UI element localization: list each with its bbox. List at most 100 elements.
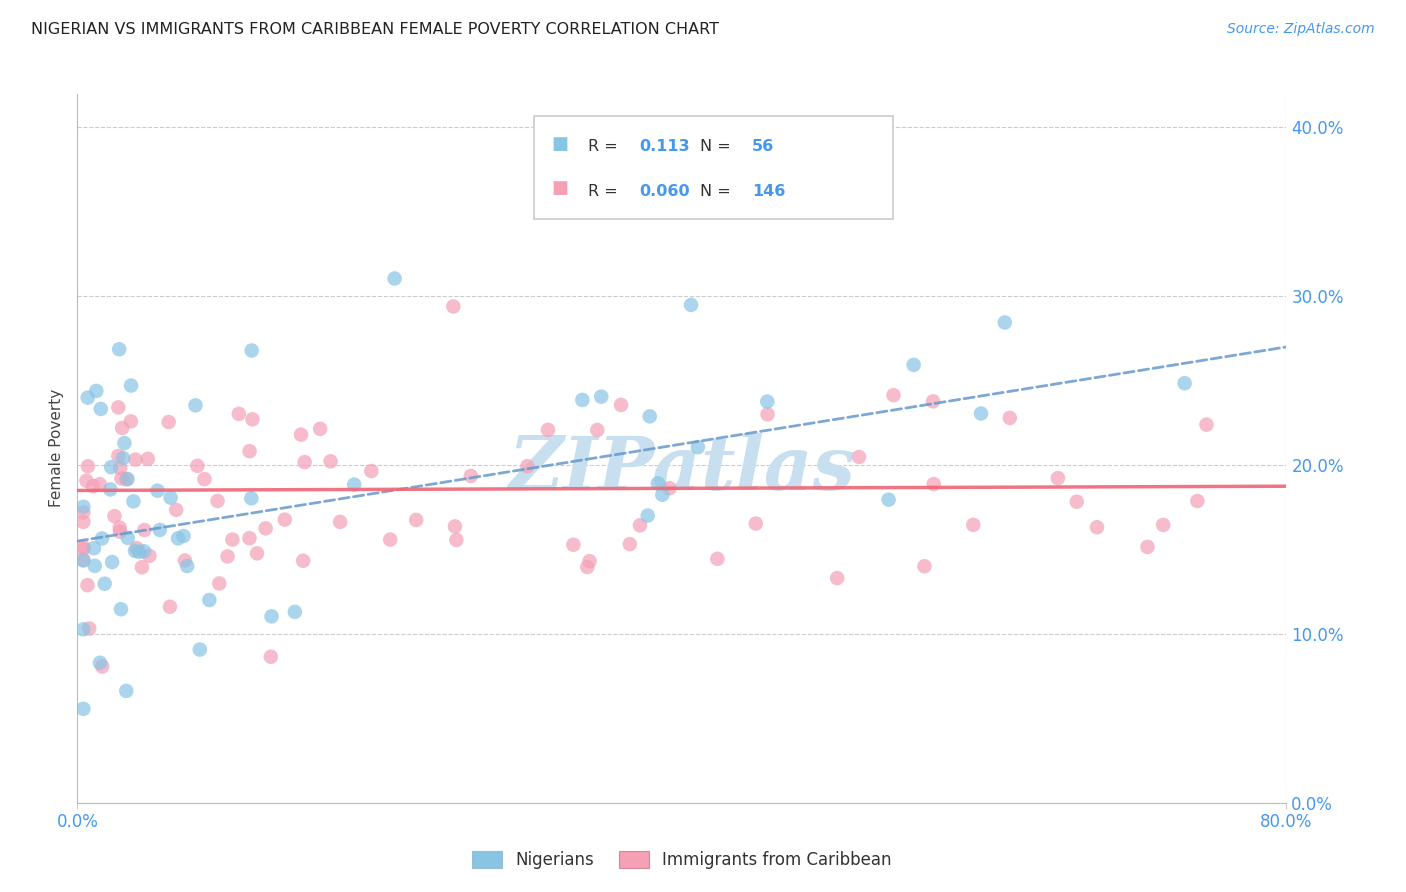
Nigerians [72, 623, 94, 637]
Immigrants from Caribbean [537, 423, 560, 437]
Nigerians [76, 391, 98, 405]
Immigrants from Caribbean [107, 401, 129, 415]
Immigrants from Caribbean [1066, 494, 1088, 508]
Y-axis label: Female Poverty: Female Poverty [49, 389, 65, 508]
Immigrants from Caribbean [329, 515, 352, 529]
Immigrants from Caribbean [998, 411, 1021, 425]
Text: R =: R = [588, 139, 617, 154]
Nigerians [146, 483, 169, 498]
Nigerians [72, 702, 94, 716]
Text: ■: ■ [551, 135, 568, 153]
Text: N =: N = [700, 139, 731, 154]
Immigrants from Caribbean [72, 552, 94, 566]
Immigrants from Caribbean [107, 449, 129, 463]
Immigrants from Caribbean [260, 649, 283, 664]
Nigerians [637, 508, 659, 523]
Immigrants from Caribbean [274, 513, 297, 527]
Nigerians [1174, 376, 1197, 391]
Immigrants from Caribbean [76, 578, 98, 592]
Nigerians [240, 491, 263, 506]
Immigrants from Caribbean [77, 622, 100, 636]
Nigerians [970, 407, 993, 421]
Text: R =: R = [588, 184, 617, 199]
Nigerians [384, 271, 406, 285]
Nigerians [167, 532, 190, 546]
Text: 146: 146 [752, 184, 786, 199]
Immigrants from Caribbean [1046, 471, 1069, 485]
Nigerians [591, 390, 613, 404]
Immigrants from Caribbean [254, 521, 277, 535]
Immigrants from Caribbean [319, 454, 342, 468]
Nigerians [343, 477, 366, 491]
Immigrants from Caribbean [157, 415, 180, 429]
Nigerians [903, 358, 925, 372]
Nigerians [638, 409, 661, 424]
Immigrants from Caribbean [562, 538, 585, 552]
Legend: Nigerians, Immigrants from Caribbean: Nigerians, Immigrants from Caribbean [465, 845, 898, 876]
Immigrants from Caribbean [238, 531, 260, 545]
Immigrants from Caribbean [207, 494, 229, 508]
Immigrants from Caribbean [516, 459, 538, 474]
Immigrants from Caribbean [1152, 517, 1174, 532]
Immigrants from Caribbean [446, 533, 468, 547]
Immigrants from Caribbean [193, 472, 215, 486]
Nigerians [120, 378, 142, 392]
Immigrants from Caribbean [75, 474, 97, 488]
Immigrants from Caribbean [77, 459, 100, 474]
Immigrants from Caribbean [444, 519, 467, 533]
Nigerians [149, 523, 172, 537]
Immigrants from Caribbean [619, 537, 641, 551]
Immigrants from Caribbean [1336, 480, 1358, 494]
Nigerians [117, 472, 139, 486]
Immigrants from Caribbean [217, 549, 239, 564]
Nigerians [132, 544, 155, 558]
Nigerians [173, 529, 195, 543]
Immigrants from Caribbean [125, 541, 148, 555]
Nigerians [91, 532, 114, 546]
Immigrants from Caribbean [290, 427, 312, 442]
Text: 0.060: 0.060 [640, 184, 690, 199]
Nigerians [756, 394, 779, 409]
Immigrants from Caribbean [72, 540, 94, 554]
Nigerians [108, 343, 131, 357]
Nigerians [101, 555, 124, 569]
Text: ■: ■ [551, 179, 568, 197]
Immigrants from Caribbean [1291, 494, 1313, 508]
Immigrants from Caribbean [110, 471, 132, 485]
Immigrants from Caribbean [136, 451, 159, 466]
Immigrants from Caribbean [82, 479, 104, 493]
Immigrants from Caribbean [848, 450, 870, 464]
Immigrants from Caribbean [239, 444, 262, 458]
Immigrants from Caribbean [578, 554, 600, 568]
Nigerians [198, 593, 221, 607]
Immigrants from Caribbean [586, 423, 609, 437]
Nigerians [159, 491, 181, 505]
Nigerians [83, 558, 105, 573]
Immigrants from Caribbean [138, 549, 160, 563]
Immigrants from Caribbean [922, 477, 945, 491]
Immigrants from Caribbean [1187, 494, 1209, 508]
Nigerians [124, 544, 146, 558]
Immigrants from Caribbean [246, 546, 269, 560]
Text: N =: N = [700, 184, 731, 199]
Nigerians [83, 541, 105, 556]
Immigrants from Caribbean [159, 599, 181, 614]
Nigerians [72, 500, 94, 514]
Immigrants from Caribbean [1348, 378, 1371, 392]
Immigrants from Caribbean [174, 553, 197, 567]
Immigrants from Caribbean [242, 412, 264, 426]
Immigrants from Caribbean [165, 503, 187, 517]
Immigrants from Caribbean [108, 524, 131, 539]
Immigrants from Caribbean [441, 300, 464, 314]
Immigrants from Caribbean [962, 517, 984, 532]
Nigerians [877, 492, 900, 507]
Nigerians [93, 576, 115, 591]
Nigerians [188, 642, 211, 657]
Nigerians [260, 609, 283, 624]
Immigrants from Caribbean [72, 506, 94, 520]
Nigerians [100, 460, 122, 475]
Text: ZIPatlas: ZIPatlas [509, 434, 855, 506]
Nigerians [72, 553, 94, 567]
Immigrants from Caribbean [1294, 452, 1316, 467]
Nigerians [651, 488, 673, 502]
